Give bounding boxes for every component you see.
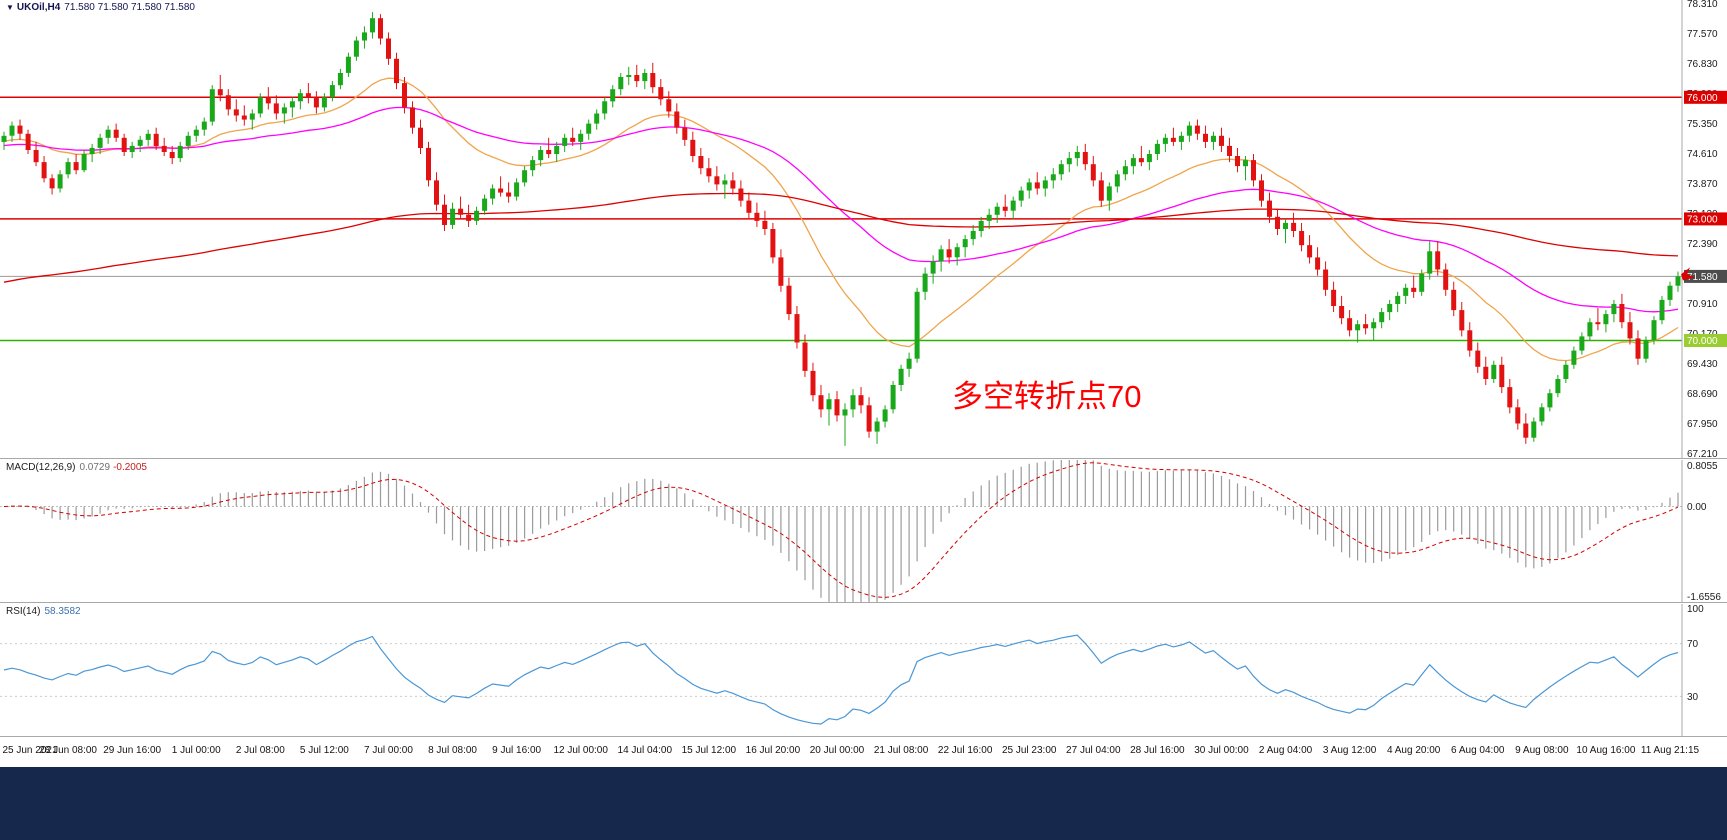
ma-line-mid bbox=[3, 106, 1679, 313]
price-chart-panel[interactable]: 78.31077.57076.83076.09075.35074.61073.8… bbox=[0, 0, 1727, 458]
price-axis-label: 72.390 bbox=[1687, 239, 1718, 250]
rsi-axis-label: 100 bbox=[1687, 604, 1704, 615]
collapse-triangle-icon[interactable]: ▼ bbox=[6, 3, 14, 12]
bottom-taskbar bbox=[0, 767, 1727, 840]
macd-axis-label: 0.00 bbox=[1687, 502, 1707, 513]
time-axis-label: 2 Aug 04:00 bbox=[1258, 745, 1313, 756]
price-arrow bbox=[1681, 267, 1695, 281]
macd-signal-line bbox=[3, 462, 1679, 598]
macd-indicator-panel[interactable]: 0.8055 0.00 -1.6556 MACD(12,26,9) 0.0729 -0.… bbox=[0, 460, 1727, 602]
price-badge bbox=[1684, 334, 1727, 347]
price-badge bbox=[1684, 212, 1727, 226]
price-axis-label: 75.350 bbox=[1687, 119, 1718, 130]
price-badge-label: 70.000 bbox=[1687, 336, 1718, 347]
time-axis-label: 2 Jul 08:00 bbox=[235, 745, 285, 756]
price-axis-label: 70.910 bbox=[1687, 299, 1718, 310]
price-axis-label: 69.430 bbox=[1687, 359, 1718, 370]
chart-annotation-text: 多空转折点70 bbox=[952, 379, 1142, 414]
time-axis-label: 10 Aug 16:00 bbox=[1576, 745, 1636, 756]
time-axis-label: 7 Jul 00:00 bbox=[363, 745, 413, 756]
macd-main-value: 0.0729 bbox=[79, 462, 111, 473]
time-axis-label: 28 Jun 08:00 bbox=[39, 745, 97, 756]
panel-separator[interactable] bbox=[0, 458, 1727, 460]
price-axis[interactable]: 78.31077.57076.83076.09075.35074.61073.8… bbox=[1684, 0, 1727, 458]
time-axis-label: 25 Jun 2021 bbox=[2, 745, 58, 756]
rsi-canvas[interactable]: 100 70 30 bbox=[0, 604, 1727, 736]
price-axis-label: 77.570 bbox=[1687, 29, 1718, 40]
time-axis-label: 21 Jul 08:00 bbox=[873, 745, 929, 756]
rsi-label: RSI(14) 58.3582 bbox=[6, 606, 81, 617]
macd-axis-label: 0.8055 bbox=[1687, 461, 1718, 472]
time-axis-label: 14 Jul 04:00 bbox=[617, 745, 673, 756]
time-axis-label: 22 Jul 16:00 bbox=[937, 745, 993, 756]
rsi-axis-label: 70 bbox=[1687, 639, 1699, 650]
time-axis-label: 9 Aug 08:00 bbox=[1515, 745, 1569, 756]
time-axis[interactable]: 25 Jun 2021 28 Jun 08:00 29 Jun 16:00 1 Jul… bbox=[0, 736, 1727, 767]
time-axis-label: 4 Aug 20:00 bbox=[1386, 745, 1441, 756]
time-axis-label: 11 Aug 21:15 bbox=[1640, 745, 1700, 756]
time-axis-label: 1 Jul 00:00 bbox=[171, 745, 221, 756]
price-chart-canvas[interactable]: 78.31077.57076.83076.09075.35074.61073.8… bbox=[0, 0, 1727, 458]
price-axis-label: 74.610 bbox=[1687, 149, 1718, 160]
price-badge-label: 76.000 bbox=[1687, 93, 1718, 104]
macd-name-label: MACD(12,26,9) bbox=[6, 462, 76, 473]
time-axis-label: 25 Jul 23:00 bbox=[1001, 745, 1057, 756]
price-badge-label: 73.000 bbox=[1687, 214, 1718, 225]
macd-canvas[interactable]: 0.8055 0.00 -1.6556 bbox=[0, 460, 1727, 602]
ma-line-fast bbox=[3, 77, 1679, 362]
price-badge bbox=[1684, 269, 1727, 283]
price-axis-label: 68.690 bbox=[1687, 389, 1718, 400]
time-axis-label: 30 Jul 00:00 bbox=[1194, 745, 1249, 756]
rsi-axis-label: 30 bbox=[1687, 692, 1699, 703]
price-axis-label: 76.830 bbox=[1687, 59, 1718, 70]
price-badge-label: 71.580 bbox=[1687, 272, 1718, 283]
panel-separator[interactable] bbox=[0, 602, 1727, 604]
rsi-name-label: RSI(14) bbox=[6, 606, 41, 617]
rsi-indicator-panel[interactable]: 100 70 30 RSI(14) 58.3582 bbox=[0, 604, 1727, 736]
macd-axis-label: -1.6556 bbox=[1687, 592, 1721, 602]
time-axis-label: 28 Jul 16:00 bbox=[1130, 745, 1185, 756]
macd-label: MACD(12,26,9) 0.0729 -0.2005 bbox=[6, 462, 147, 473]
time-axis-label: 27 Jul 04:00 bbox=[1066, 745, 1121, 756]
ma-line-slow bbox=[3, 192, 1679, 283]
time-axis-label: 9 Jul 16:00 bbox=[492, 745, 542, 756]
time-axis-label: 20 Jul 00:00 bbox=[809, 745, 865, 756]
time-axis-label: 16 Jul 20:00 bbox=[745, 745, 801, 756]
price-axis-label: 67.950 bbox=[1687, 419, 1718, 430]
time-axis-label: 29 Jun 16:00 bbox=[103, 745, 162, 756]
time-axis-label: 3 Aug 12:00 bbox=[1322, 745, 1377, 756]
price-axis-label: 73.870 bbox=[1687, 179, 1718, 190]
candlesticks bbox=[1, 12, 1681, 446]
price-axis-label: 67.210 bbox=[1687, 449, 1718, 458]
rsi-value: 58.3582 bbox=[44, 606, 81, 617]
symbol-timeframe-label: UKOil,H4 bbox=[16, 2, 61, 13]
time-axis-label: 8 Jul 08:00 bbox=[428, 745, 477, 756]
time-axis-label: 6 Aug 04:00 bbox=[1451, 745, 1505, 756]
macd-signal-value: -0.2005 bbox=[113, 462, 147, 473]
price-badge bbox=[1684, 90, 1727, 104]
time-axis-label: 12 Jul 00:00 bbox=[553, 745, 608, 756]
time-axis-label: 15 Jul 12:00 bbox=[681, 745, 737, 756]
rsi-line bbox=[3, 634, 1679, 725]
chart-title: ▼ UKOil,H4 71.580 71.580 71.580 71.580 bbox=[6, 2, 195, 13]
time-axis-label: 5 Jul 12:00 bbox=[299, 745, 349, 756]
macd-histogram bbox=[11, 460, 1679, 602]
ohlc-values-label: 71.580 71.580 71.580 71.580 bbox=[64, 2, 195, 13]
price-axis-label: 78.310 bbox=[1687, 0, 1718, 10]
